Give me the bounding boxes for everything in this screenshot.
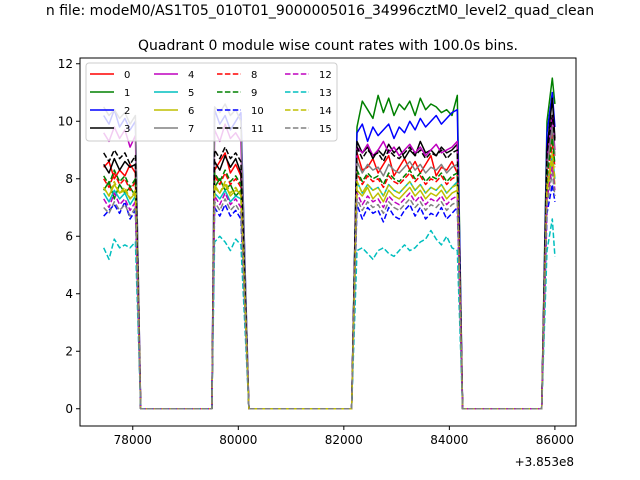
- series-line-3: [103, 97, 556, 410]
- series-line-7: [103, 103, 556, 410]
- figure-suptitle: n file: modeM0/AS1T05_010T01_9000005016_…: [46, 3, 594, 19]
- series-line-11: [103, 114, 556, 410]
- x-tick-label: 84000: [430, 433, 468, 447]
- x-axis: 78000 80000 82000 84000 86000: [114, 426, 574, 447]
- legend-label-15: 15: [319, 124, 332, 135]
- y-tick-label: 4: [65, 287, 73, 301]
- y-tick-label: 6: [65, 229, 73, 243]
- x-offset-text: +3.853e8: [515, 455, 574, 469]
- legend-label-3: 3: [124, 124, 130, 135]
- legend-label-5: 5: [188, 88, 194, 99]
- series-line-4: [103, 114, 556, 410]
- legend-label-0: 0: [124, 70, 130, 81]
- series-line-9: [103, 137, 556, 410]
- legend-label-2: 2: [124, 106, 130, 117]
- legend-label-14: 14: [319, 106, 332, 117]
- legend-label-4: 4: [188, 70, 194, 81]
- legend-label-12: 12: [319, 70, 332, 81]
- y-tick-label: 0: [65, 402, 73, 416]
- legend-label-1: 1: [124, 88, 130, 99]
- legend-label-6: 6: [188, 106, 194, 117]
- y-tick-label: 12: [58, 57, 73, 71]
- legend-label-8: 8: [251, 70, 257, 81]
- y-axis: 0 2 4 6 8 10 12: [58, 57, 80, 416]
- legend-label-11: 11: [251, 124, 264, 135]
- y-tick-label: 10: [58, 114, 73, 128]
- x-tick-label: 80000: [219, 433, 257, 447]
- legend-label-10: 10: [251, 106, 264, 117]
- series-line-0: [103, 132, 556, 410]
- x-tick-label: 86000: [536, 433, 574, 447]
- y-tick-label: 8: [65, 172, 73, 186]
- legend-label-13: 13: [319, 88, 332, 99]
- x-tick-label: 82000: [325, 433, 363, 447]
- axes-frame: [79, 57, 577, 427]
- series-line-5: [103, 154, 556, 410]
- legend-label-9: 9: [251, 88, 257, 99]
- legend-box: [85, 62, 338, 142]
- y-tick-label: 2: [65, 344, 73, 358]
- series-line-6: [103, 160, 556, 410]
- series-line-8: [103, 143, 556, 410]
- series-line-13: [103, 218, 556, 410]
- series-line-15: [103, 172, 556, 410]
- plot-area: [103, 77, 556, 410]
- series-line-14: [103, 152, 556, 410]
- legend-label-7: 7: [188, 124, 194, 135]
- x-tick-label: 78000: [114, 433, 152, 447]
- series-line-12: [103, 166, 556, 410]
- series-line-10: [103, 183, 556, 410]
- chart-title: Quadrant 0 module wise count rates with …: [138, 38, 518, 54]
